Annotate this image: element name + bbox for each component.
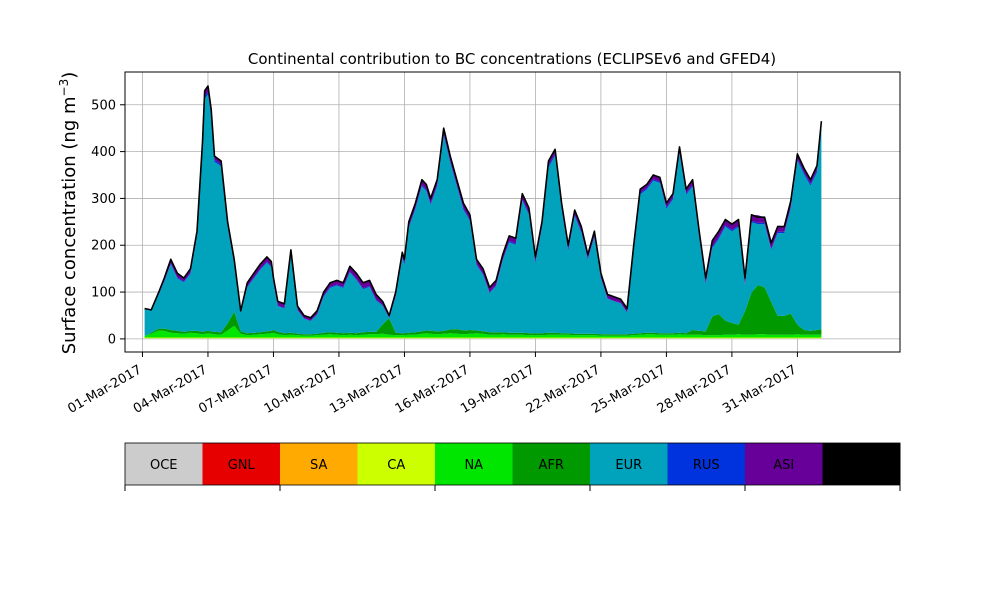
legend-swatch-na [435,443,513,485]
legend-swatch-afr [512,443,591,485]
x-tick-label: 31-Mar-2017 [720,362,799,416]
legend-swatch-rus [667,443,746,485]
legend-swatch-ca [357,443,436,485]
legend-label-aus: AUS [848,458,875,473]
y-axis: 0 100 200 300 400 500 [91,98,125,347]
y-axis-label: Surface concentration (ng m−3) [57,72,80,355]
area-eur [144,94,822,337]
y-tick-label: 100 [91,286,116,301]
plot-frame [124,71,901,353]
stacked-areas [144,86,822,339]
legend-label-gnl: GNL [228,458,256,473]
legend-label-rus: RUS [693,458,720,473]
chart-title: Continental contribution to BC concentra… [248,50,776,68]
total-line [144,85,823,319]
legend-label-sa: SA [310,458,327,473]
y-tick-label: 0 [108,332,116,347]
legend-swatch-gnl [202,443,281,485]
legend-label-asi: ASI [773,458,794,473]
legend-label-oce: OCE [150,458,178,473]
total-outline [144,85,823,319]
y-tick-label: 300 [91,192,116,207]
legend-swatch-oce [125,443,203,485]
legend-label-eur: EUR [615,458,642,473]
legend-swatch-eur [590,443,668,485]
y-tick-label: 200 [91,239,116,254]
legend-label-afr: AFR [539,458,564,473]
y-tick-label: 500 [91,98,116,113]
legend-colorbar: OCE GNL SA CA NA AFR EUR RUS ASI AUS [124,442,901,491]
area-afr [144,285,822,337]
area-asi [144,86,822,321]
area-ca [144,337,822,339]
legend-label-ca: CA [387,458,405,473]
legend-swatch-asi [745,443,823,485]
legend-frame [124,442,901,486]
area-na [144,325,822,338]
legend-swatch-sa [280,443,358,485]
x-axis: 01-Mar-201704-Mar-201707-Mar-201710-Mar-… [65,352,799,417]
legend-label-na: NA [464,458,483,473]
area-oce [144,338,822,339]
legend-swatch-aus [822,443,901,485]
y-tick-label: 400 [91,145,116,160]
